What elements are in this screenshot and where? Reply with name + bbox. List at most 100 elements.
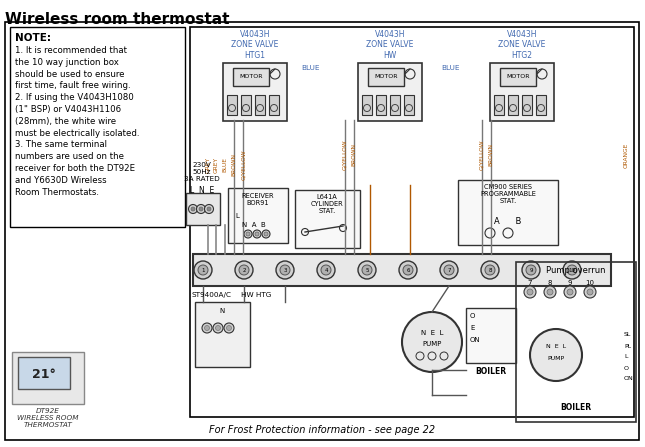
Text: V4043H
ZONE VALVE
HTG2: V4043H ZONE VALVE HTG2 [499, 30, 546, 60]
Circle shape [547, 289, 553, 295]
Circle shape [564, 286, 576, 298]
Text: MOTOR: MOTOR [374, 75, 398, 80]
Circle shape [224, 323, 234, 333]
Bar [494, 95, 504, 115]
Bar [390, 95, 400, 115]
Circle shape [444, 265, 454, 275]
Circle shape [255, 232, 259, 236]
Circle shape [226, 325, 232, 330]
Circle shape [213, 323, 223, 333]
Circle shape [567, 265, 577, 275]
Bar [536, 95, 546, 115]
Text: E: E [470, 325, 474, 331]
Text: BROWN: BROWN [488, 143, 493, 166]
Text: SL: SL [624, 333, 631, 337]
Text: 7: 7 [447, 267, 451, 273]
Text: the 10 way junction box: the 10 way junction box [15, 58, 119, 67]
Text: must be electrically isolated.: must be electrically isolated. [15, 129, 139, 138]
Circle shape [481, 261, 499, 279]
Circle shape [524, 286, 536, 298]
Circle shape [402, 312, 462, 372]
Text: BOILER: BOILER [561, 404, 591, 413]
Text: GREY: GREY [213, 157, 219, 173]
Circle shape [440, 261, 458, 279]
Text: 1. It is recommended that: 1. It is recommended that [15, 46, 127, 55]
Text: N  E  L: N E L [546, 345, 566, 350]
Text: BROWN: BROWN [232, 153, 237, 177]
Circle shape [253, 230, 261, 238]
Bar [404, 95, 414, 115]
Text: V4043H
ZONE VALVE
HW: V4043H ZONE VALVE HW [366, 30, 413, 60]
Circle shape [262, 230, 270, 238]
Text: should be used to ensure: should be used to ensure [15, 70, 124, 79]
Bar [368, 68, 404, 86]
Circle shape [204, 204, 213, 214]
Text: 3: 3 [283, 267, 287, 273]
Circle shape [522, 261, 540, 279]
Text: DT92E
WIRELESS ROOM
THERMOSTAT: DT92E WIRELESS ROOM THERMOSTAT [17, 408, 79, 428]
Bar [228, 188, 288, 243]
Text: 7: 7 [528, 280, 532, 286]
Bar [227, 95, 237, 115]
Bar [466, 308, 516, 363]
Text: first time, fault free wiring.: first time, fault free wiring. [15, 81, 131, 90]
Text: (1" BSP) or V4043H1106: (1" BSP) or V4043H1106 [15, 105, 121, 114]
Circle shape [317, 261, 335, 279]
Circle shape [246, 232, 250, 236]
Text: 8: 8 [548, 280, 552, 286]
Text: 6: 6 [406, 267, 410, 273]
Bar [490, 63, 554, 121]
Text: O: O [470, 313, 475, 319]
Text: Pump overrun: Pump overrun [546, 266, 606, 275]
Text: 4: 4 [324, 267, 328, 273]
Circle shape [204, 325, 210, 330]
Text: 10: 10 [568, 267, 575, 273]
Text: G/YELLOW: G/YELLOW [342, 140, 348, 170]
Bar [241, 95, 251, 115]
Bar [233, 68, 269, 86]
Bar [295, 190, 360, 248]
Text: ST9400A/C: ST9400A/C [192, 292, 232, 298]
Text: HW HTG: HW HTG [241, 292, 271, 298]
Circle shape [485, 265, 495, 275]
Circle shape [264, 232, 268, 236]
Text: BROWN: BROWN [352, 143, 357, 166]
Bar [193, 254, 611, 286]
Bar [195, 302, 250, 367]
Text: V4043H
ZONE VALVE
HTG1: V4043H ZONE VALVE HTG1 [232, 30, 279, 60]
Bar [255, 95, 265, 115]
Text: PUMP: PUMP [422, 341, 442, 347]
Text: PUMP: PUMP [548, 355, 564, 360]
Circle shape [197, 204, 206, 214]
Text: Room Thermostats.: Room Thermostats. [15, 188, 99, 197]
Circle shape [584, 286, 596, 298]
Text: L: L [624, 354, 628, 359]
Circle shape [403, 265, 413, 275]
Bar [186, 193, 220, 225]
Bar [362, 95, 372, 115]
Circle shape [567, 289, 573, 295]
Bar [376, 95, 386, 115]
Text: NOTE:: NOTE: [15, 33, 51, 43]
Text: N  E  L: N E L [421, 330, 443, 336]
Text: G/YELLOW: G/YELLOW [241, 150, 246, 180]
Text: ON: ON [470, 337, 481, 343]
Text: BLUE: BLUE [301, 65, 319, 71]
Bar [500, 68, 536, 86]
Circle shape [280, 265, 290, 275]
Text: and Y6630D Wireless: and Y6630D Wireless [15, 176, 106, 185]
Text: 5: 5 [365, 267, 369, 273]
Bar [458, 180, 558, 245]
Text: L641A
CYLINDER
STAT.: L641A CYLINDER STAT. [311, 194, 343, 214]
Text: A      B: A B [494, 218, 522, 227]
Text: RECEIVER
BOR91: RECEIVER BOR91 [242, 193, 274, 206]
Circle shape [527, 289, 533, 295]
Circle shape [202, 323, 212, 333]
Circle shape [530, 329, 582, 381]
Text: 1: 1 [201, 267, 204, 273]
Text: receiver for both the DT92E: receiver for both the DT92E [15, 164, 135, 173]
Circle shape [526, 265, 536, 275]
Text: Wireless room thermostat: Wireless room thermostat [5, 12, 230, 27]
Text: BLUE: BLUE [223, 157, 228, 173]
Text: MOTOR: MOTOR [506, 75, 530, 80]
